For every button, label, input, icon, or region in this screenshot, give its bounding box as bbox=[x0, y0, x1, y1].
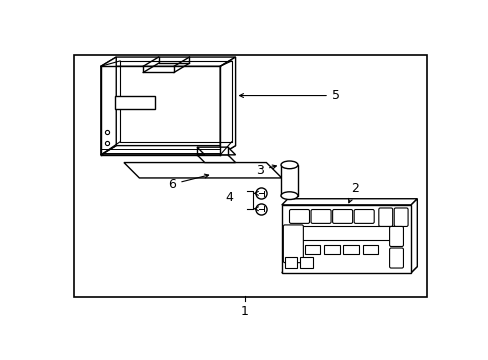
Ellipse shape bbox=[281, 192, 297, 199]
Bar bbox=[324, 245, 339, 254]
Bar bbox=[343, 245, 358, 254]
Text: 1: 1 bbox=[241, 305, 248, 318]
Bar bbox=[300, 257, 312, 268]
Text: 3: 3 bbox=[256, 164, 276, 177]
Polygon shape bbox=[123, 163, 281, 178]
Polygon shape bbox=[197, 147, 235, 155]
Polygon shape bbox=[101, 57, 116, 155]
FancyBboxPatch shape bbox=[389, 248, 403, 268]
Polygon shape bbox=[281, 205, 410, 273]
Bar bbox=[115, 95, 154, 109]
FancyBboxPatch shape bbox=[378, 208, 392, 226]
FancyBboxPatch shape bbox=[283, 225, 303, 263]
FancyBboxPatch shape bbox=[353, 210, 373, 223]
Bar bbox=[74, 55, 426, 297]
FancyBboxPatch shape bbox=[393, 208, 407, 226]
Bar bbox=[281, 165, 297, 195]
FancyBboxPatch shape bbox=[332, 210, 352, 223]
FancyBboxPatch shape bbox=[389, 226, 403, 247]
FancyBboxPatch shape bbox=[289, 210, 309, 223]
Polygon shape bbox=[220, 57, 235, 155]
Bar bbox=[305, 245, 320, 254]
FancyBboxPatch shape bbox=[310, 210, 330, 223]
Text: 5: 5 bbox=[239, 89, 339, 102]
Text: 6: 6 bbox=[168, 174, 208, 190]
Ellipse shape bbox=[281, 161, 297, 169]
Polygon shape bbox=[101, 57, 235, 66]
Polygon shape bbox=[101, 145, 235, 155]
Polygon shape bbox=[281, 199, 416, 205]
Bar bbox=[289, 226, 389, 240]
Polygon shape bbox=[281, 266, 416, 273]
Bar bbox=[362, 245, 377, 254]
Bar bbox=[285, 257, 297, 268]
Polygon shape bbox=[197, 155, 235, 163]
Text: 2: 2 bbox=[348, 182, 358, 203]
Polygon shape bbox=[410, 199, 416, 273]
Text: 4: 4 bbox=[225, 191, 233, 204]
